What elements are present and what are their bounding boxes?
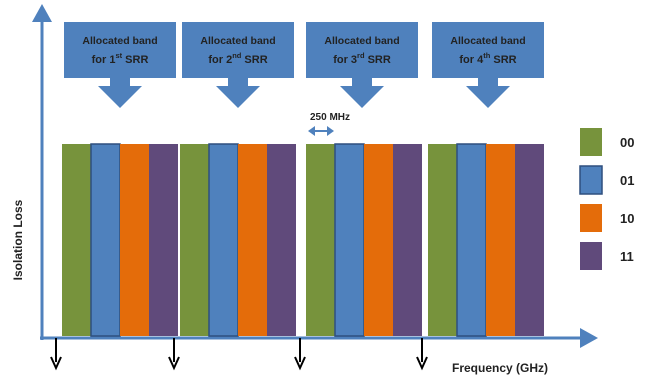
callout-line2-suffix: SRR	[122, 54, 148, 66]
callout-ordinal-suffix: nd	[232, 51, 242, 60]
legend-item-10: 10	[580, 204, 634, 232]
band-bar-11	[267, 144, 296, 336]
band-bar-11	[149, 144, 178, 336]
band-bar-11	[393, 144, 422, 336]
legend-item-00: 00	[580, 128, 634, 156]
callout-srr-1: Allocated band for 1st SRR	[64, 22, 176, 108]
callout-srr-3: Allocated band for 3rd SRR	[306, 22, 418, 108]
legend-swatch	[579, 165, 603, 195]
callout-line2-prefix: for 3	[333, 54, 357, 66]
band-bar-10	[364, 144, 393, 336]
bandwidth-label: 250 MHz	[310, 112, 350, 123]
band-group-2	[180, 143, 296, 337]
callout-ordinal-suffix: st	[115, 51, 122, 60]
band-group-4	[428, 143, 544, 337]
callout-srr-4: Allocated band for 4th SRR	[432, 22, 544, 108]
legend-label: 01	[620, 173, 634, 188]
callout-line2: for 2nd SRR	[208, 51, 267, 66]
callout-arrow-shape	[432, 22, 544, 108]
boundary-arrow-1-icon	[50, 338, 62, 371]
callout-line2-prefix: for 4	[459, 54, 484, 66]
legend-item-11: 11	[580, 242, 634, 270]
legend-swatch	[580, 128, 602, 156]
callout-line1: Allocated band	[324, 35, 399, 47]
callout-arrow-shape	[64, 22, 176, 108]
bandwidth-arrow-right-icon	[327, 126, 334, 136]
legend-label: 10	[620, 211, 634, 226]
boundary-arrow-3-icon	[294, 338, 306, 371]
callout-arrow-shape	[182, 22, 294, 108]
callout-line2-prefix: for 1	[92, 54, 116, 66]
band-bar-11	[515, 144, 544, 336]
boundary-arrow-4-icon	[416, 338, 428, 371]
legend-swatch	[580, 242, 602, 270]
callout-line2-suffix: SRR	[241, 54, 267, 66]
callout-ordinal-suffix: th	[483, 51, 490, 60]
band-bar-10	[120, 144, 149, 336]
y-axis-arrowhead-icon	[32, 4, 52, 22]
band-bar-01	[90, 143, 121, 337]
band-bar-00	[306, 144, 335, 336]
band-bar-10	[486, 144, 515, 336]
callout-ordinal-suffix: rd	[357, 51, 365, 60]
callout-line1: Allocated band	[200, 35, 275, 47]
callout-line2-suffix: SRR	[365, 54, 391, 66]
band-group-3	[306, 143, 422, 337]
band-bar-10	[238, 144, 267, 336]
x-axis-arrowhead-icon	[580, 328, 598, 348]
band-bar-01	[208, 143, 239, 337]
band-bar-00	[180, 144, 209, 336]
callout-line2-prefix: for 2	[208, 54, 232, 66]
band-bar-00	[428, 144, 457, 336]
x-axis-title: Frequency (GHz)	[452, 361, 548, 375]
legend-swatch	[580, 204, 602, 232]
callout-line1: Allocated band	[450, 35, 525, 47]
callout-line2: for 1st SRR	[92, 51, 149, 66]
bandwidth-arrow-left-icon	[308, 126, 315, 136]
band-bar-00	[62, 144, 91, 336]
callout-arrow-shape	[306, 22, 418, 108]
callout-line2: for 4th SRR	[459, 51, 516, 66]
callout-line2: for 3rd SRR	[333, 51, 391, 66]
legend-label: 11	[620, 249, 634, 264]
callout-line1: Allocated band	[82, 35, 157, 47]
bandwidth-marker: 250 MHz	[308, 112, 350, 136]
boundary-arrow-2-icon	[168, 338, 180, 371]
band-group-1	[62, 143, 178, 337]
callout-line2-suffix: SRR	[490, 54, 516, 66]
band-bar-01	[456, 143, 487, 337]
legend-item-01: 01	[579, 165, 634, 195]
y-axis-title: Isolation Loss	[11, 199, 25, 280]
band-bar-01	[334, 143, 365, 337]
callout-srr-2: Allocated band for 2nd SRR	[182, 22, 294, 108]
legend-label: 00	[620, 135, 634, 150]
